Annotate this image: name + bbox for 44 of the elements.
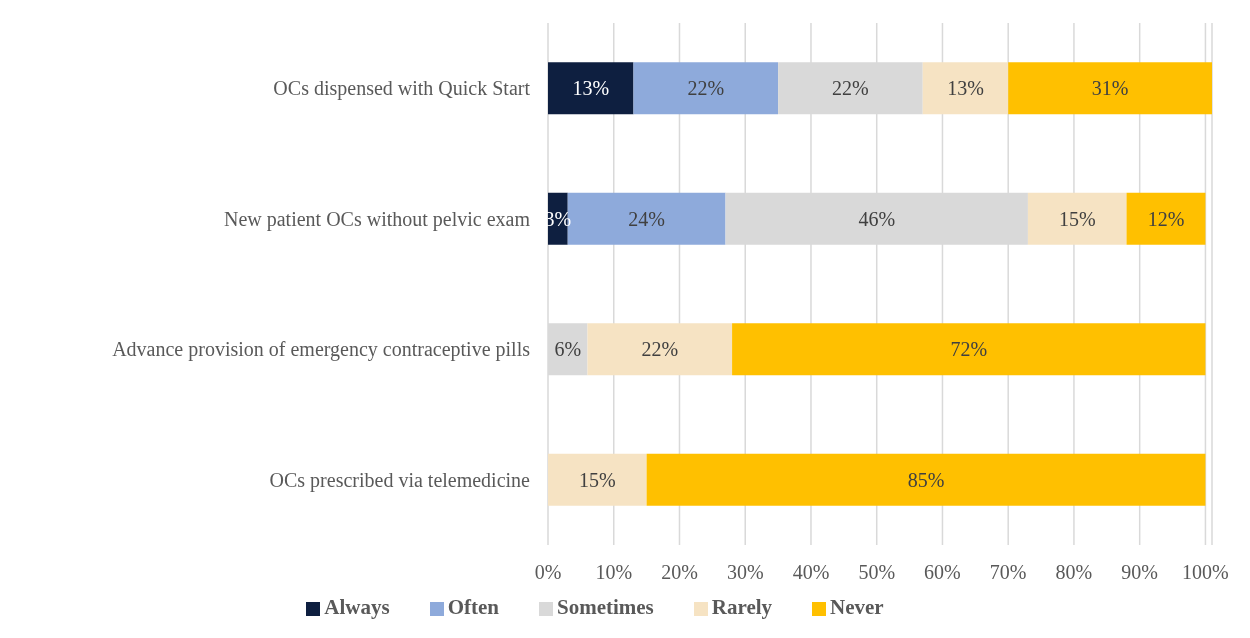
legend-label: Always	[324, 595, 390, 619]
x-tick-label: 100%	[1182, 561, 1229, 584]
y-tick-label: OCs dispensed with Quick Start	[273, 77, 531, 101]
x-tick-label: 70%	[989, 561, 1027, 584]
bar	[646, 453, 1206, 506]
x-tick-label: 30%	[726, 561, 764, 584]
y-tick-label: New patient OCs without pelvic exam	[223, 207, 531, 231]
x-tick-label: 0%	[534, 561, 562, 584]
legend-label: Often	[447, 595, 499, 619]
x-tick-label: 40%	[792, 561, 830, 584]
legend-label: Rarely	[711, 595, 773, 619]
legend-label: Sometimes	[556, 595, 654, 619]
bar	[548, 62, 634, 115]
data-label: 22%	[641, 338, 679, 361]
bar	[1126, 192, 1206, 245]
y-tick-label: Advance provision of emergency contraceptive pills	[112, 338, 531, 362]
data-label: 31%	[1091, 77, 1129, 100]
data-label: 46%	[858, 207, 896, 230]
data-label: 24%	[628, 207, 665, 230]
bar	[732, 323, 1206, 376]
data-label: 22%	[687, 77, 725, 100]
bar	[633, 62, 779, 115]
bar	[587, 323, 733, 376]
data-label: 15%	[578, 468, 616, 491]
y-tick-label: OCs prescribed via telemedicine	[269, 468, 531, 492]
data-label: 6%	[554, 338, 582, 361]
bar	[1008, 62, 1212, 115]
data-label: 22%	[832, 77, 869, 100]
x-tick-label: 50%	[858, 561, 896, 584]
data-label: 72%	[950, 338, 988, 361]
data-label: 15%	[1058, 207, 1096, 230]
legend-label: Never	[830, 595, 884, 619]
bar	[548, 453, 647, 506]
x-tick-label: 80%	[1055, 561, 1093, 584]
data-label: 12%	[1147, 207, 1185, 230]
data-label: 13%	[572, 77, 610, 100]
data-label: 85%	[907, 468, 945, 491]
bar	[1027, 192, 1127, 245]
bar	[922, 62, 1009, 115]
data-label: 13%	[947, 77, 984, 100]
x-tick-label: 60%	[924, 561, 961, 584]
x-tick-label: 20%	[661, 561, 698, 584]
x-tick-label: 90%	[1121, 561, 1159, 584]
x-tick-label: 10%	[595, 561, 633, 584]
